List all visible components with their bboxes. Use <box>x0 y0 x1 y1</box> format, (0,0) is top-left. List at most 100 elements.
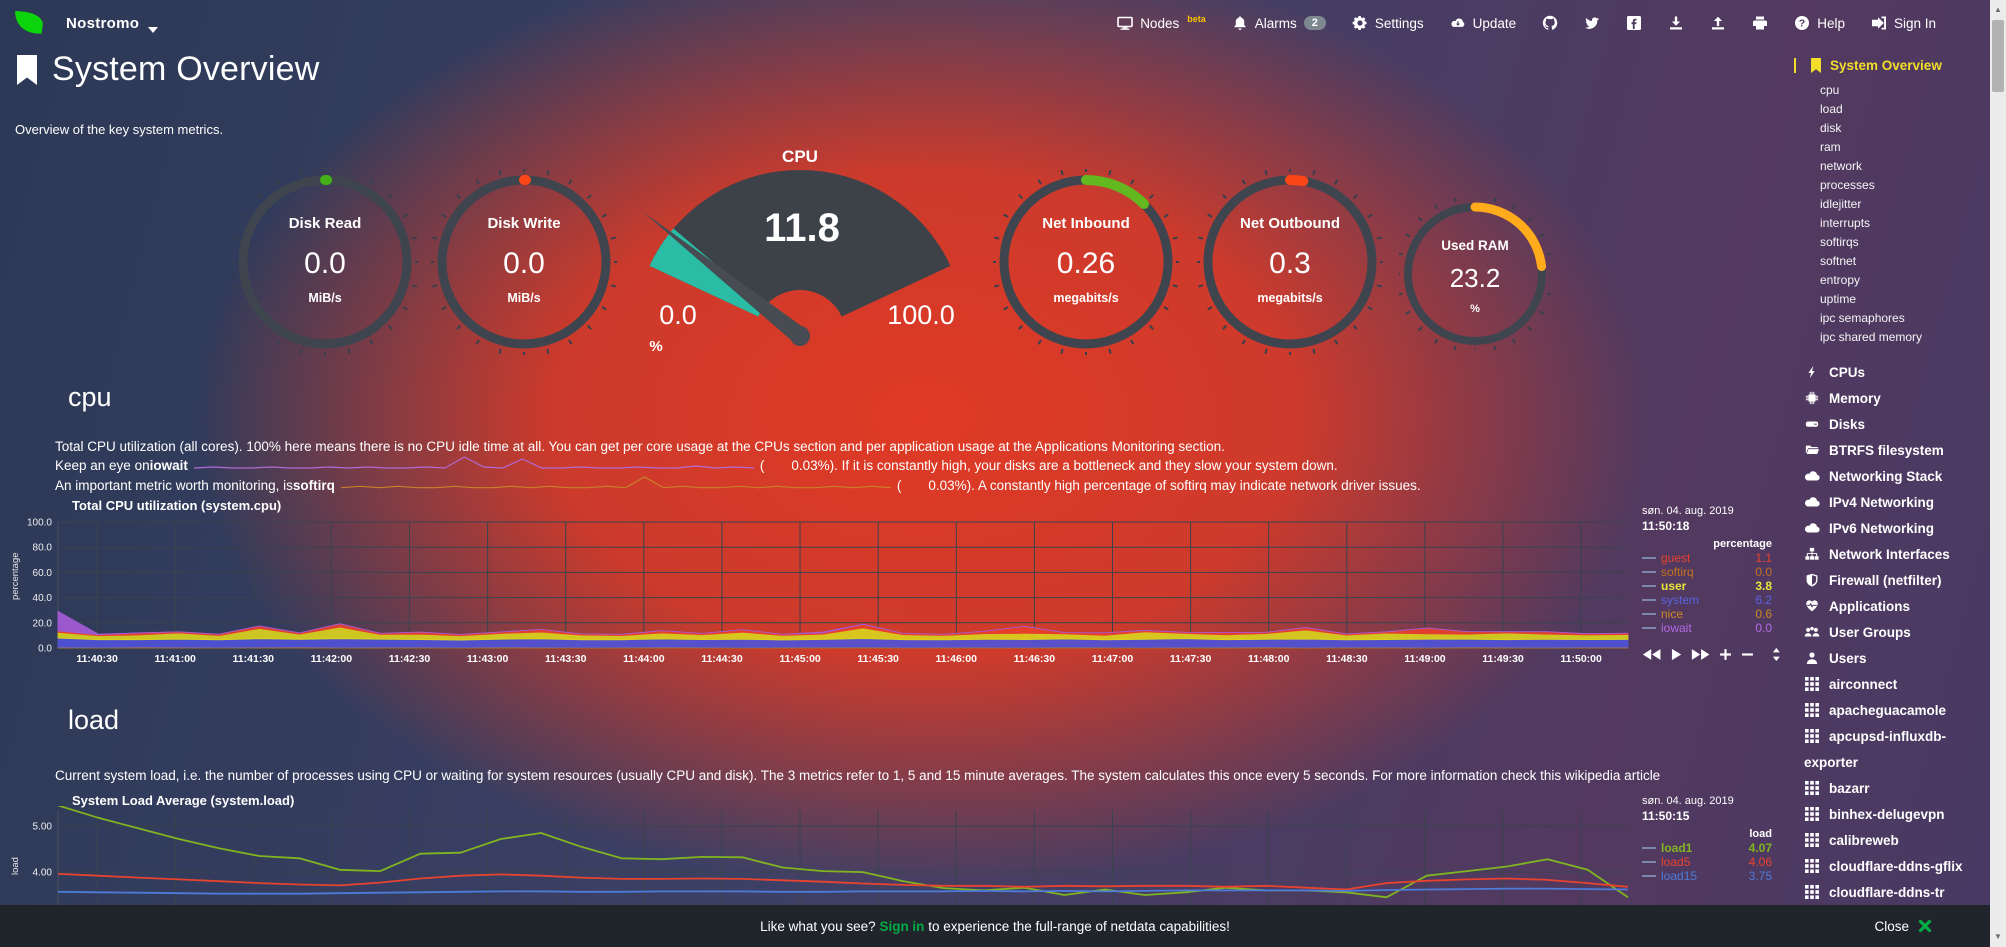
sidebar-item-system-overview[interactable]: System Overview <box>1794 58 1988 73</box>
sidebar-item-calibreweb[interactable]: calibreweb <box>1804 828 1988 854</box>
legend-item-iowait[interactable]: iowait 0.0 <box>1642 622 1772 634</box>
sign-in-button[interactable]: Sign In <box>1871 15 1936 31</box>
sign-in-label: Sign In <box>1893 15 1936 31</box>
load-description: Current system load, i.e. the number of … <box>55 768 1661 783</box>
sidebar-item-ipv6-networking[interactable]: IPv6 Networking <box>1804 516 1988 542</box>
iowait-note-prefix: Keep an eye on <box>55 458 150 473</box>
sidebar-item-cpus[interactable]: CPUs <box>1804 360 1988 386</box>
legend-item-guest[interactable]: guest 1.1 <box>1642 552 1772 564</box>
zoom-out-icon[interactable] <box>1741 648 1754 661</box>
footer-close-button[interactable]: Close <box>1874 919 1932 934</box>
sidebar-item-network-interfaces[interactable]: Network Interfaces <box>1804 542 1988 568</box>
gauge-title: Net Outbound <box>1240 215 1340 232</box>
legend-item-load1[interactable]: load1 4.07 <box>1642 842 1772 854</box>
legend-item-load15[interactable]: load15 3.75 <box>1642 870 1772 882</box>
x-axis-tick: 11:41:30 <box>233 653 275 665</box>
sidebar-item-processes[interactable]: processes <box>1820 178 1875 192</box>
sidebar-item-firewall-netfilter-[interactable]: Firewall (netfilter) <box>1804 568 1988 594</box>
sidebar-item-ram[interactable]: ram <box>1820 140 1841 154</box>
sidebar-item-label: apcupsd-influxdb-exporter <box>1804 729 1946 770</box>
sidebar-item-bazarr[interactable]: bazarr <box>1804 776 1988 802</box>
cpu-chart-legend: søn. 04. aug. 2019 11:50:18 percentage gues… <box>1642 505 1780 661</box>
twitter-button[interactable] <box>1584 15 1600 31</box>
play-icon[interactable] <box>1671 648 1682 661</box>
update-button[interactable]: Update <box>1450 15 1516 31</box>
sidebar-item-memory[interactable]: Memory <box>1804 386 1988 412</box>
cloud-icon <box>1804 521 1820 535</box>
chevron-down-icon[interactable] <box>148 20 159 33</box>
pan-backward-icon[interactable] <box>1642 648 1662 661</box>
gauge-value: 23.2 <box>1450 263 1501 293</box>
sidebar-item-networking-stack[interactable]: Networking Stack <box>1804 464 1988 490</box>
page-scrollbar[interactable]: ▲ ▼ <box>1990 0 2006 947</box>
print-button[interactable] <box>1752 15 1768 31</box>
x-axis-tick: 11:46:30 <box>1014 653 1056 665</box>
series-iowait <box>57 610 1629 636</box>
gauge-disk-read[interactable]: Disk Read 0.0 MiB/s <box>232 169 418 355</box>
legend-item-user[interactable]: user 3.8 <box>1642 580 1772 592</box>
sidebar-item-applications[interactable]: Applications <box>1804 594 1988 620</box>
hostname-dropdown[interactable]: Nostromo <box>66 14 140 32</box>
grid-icon <box>1804 859 1820 873</box>
legend-item-system[interactable]: system 6.2 <box>1642 594 1772 606</box>
export-button[interactable] <box>1710 15 1726 31</box>
sidebar-item-softirqs[interactable]: softirqs <box>1820 235 1859 249</box>
legend-swatch <box>1642 585 1656 587</box>
sidebar-item-users[interactable]: Users <box>1804 646 1988 672</box>
gauge-net-out[interactable]: Net Outbound 0.3 megabits/s <box>1197 169 1383 355</box>
alarms-button[interactable]: Alarms 2 <box>1232 15 1326 31</box>
sidebar-item-ipv4-networking[interactable]: IPv4 Networking <box>1804 490 1988 516</box>
legend-item-nice[interactable]: nice 0.6 <box>1642 608 1772 620</box>
scrollbar-thumb[interactable] <box>1992 20 2004 92</box>
sidebar-item-interrupts[interactable]: interrupts <box>1820 216 1871 230</box>
sidebar-item-airconnect[interactable]: airconnect <box>1804 672 1988 698</box>
sidebar-item-cloudflare-ddns-tr[interactable]: cloudflare-ddns-tr <box>1804 880 1988 906</box>
gauge-net-in[interactable]: Net Inbound 0.26 megabits/s <box>993 169 1179 355</box>
x-axis-tick: 11:47:00 <box>1092 653 1134 665</box>
sidebar-item-ipc-shared-memory[interactable]: ipc shared memory <box>1820 330 1923 344</box>
import-button[interactable] <box>1668 15 1684 31</box>
zoom-in-icon[interactable] <box>1719 648 1732 661</box>
scrollbar-up-arrow[interactable]: ▲ <box>1994 5 2002 14</box>
legend-name: iowait <box>1661 621 1692 635</box>
sidebar-item-uptime[interactable]: uptime <box>1820 292 1857 306</box>
legend-item-softirq[interactable]: softirq 0.0 <box>1642 566 1772 578</box>
sidebar-item-idlejitter[interactable]: idlejitter <box>1820 197 1862 211</box>
sidebar-item-user-groups[interactable]: User Groups <box>1804 620 1988 646</box>
alarms-count-badge: 2 <box>1303 16 1326 30</box>
legend-item-load5[interactable]: load5 4.06 <box>1642 856 1772 868</box>
github-button[interactable] <box>1542 15 1558 31</box>
sidebar-item-binhex-delugevpn[interactable]: binhex-delugevpn <box>1804 802 1988 828</box>
sidebar-item-cloudflare-ddns-gflix[interactable]: cloudflare-ddns-gflix <box>1804 854 1988 880</box>
sidebar-item-apacheguacamole[interactable]: apacheguacamole <box>1804 698 1988 724</box>
sidebar-item-ipc-semaphores[interactable]: ipc semaphores <box>1820 311 1905 325</box>
gauge-used-ram[interactable]: Used RAM 23.2% <box>1399 198 1551 350</box>
legend-name: guest <box>1661 551 1691 565</box>
sidebar-item-disk[interactable]: disk <box>1820 121 1842 135</box>
settings-button[interactable]: Settings <box>1352 15 1424 31</box>
cpu-chart[interactable]: 0.0 20.0 40.0 60.0 80.0 100.0 11:40:30 11:41:00… <box>0 510 1636 672</box>
sidebar-item-btrfs-filesystem[interactable]: BTRFS filesystem <box>1804 438 1988 464</box>
footer-sign-in-link[interactable]: Sign in <box>879 918 925 934</box>
sidebar-item-network[interactable]: network <box>1820 159 1863 173</box>
legend-value: 3.8 <box>1755 579 1772 593</box>
upload-icon <box>1710 15 1726 31</box>
sidebar-item-softnet[interactable]: softnet <box>1820 254 1857 268</box>
nodes-button[interactable]: Nodes beta <box>1117 14 1206 31</box>
help-button[interactable]: ? Help <box>1794 15 1845 31</box>
facebook-button[interactable] <box>1626 15 1642 31</box>
gauge-disk-write[interactable]: Disk Write 0.0 MiB/s <box>431 169 617 355</box>
y-axis-tick: 4.00 <box>33 868 53 879</box>
sidebar-item-load[interactable]: load <box>1820 102 1843 116</box>
resize-handle-icon[interactable] <box>1772 648 1781 661</box>
hdd-icon <box>1804 417 1820 431</box>
sidebar-item-label: cloudflare-ddns-tr <box>1829 885 1945 900</box>
gauge-title: Used RAM <box>1441 238 1509 253</box>
scrollbar-down-arrow[interactable]: ▼ <box>1994 932 2002 941</box>
sidebar-item-entropy[interactable]: entropy <box>1820 273 1861 287</box>
sidebar-item-apcupsd-influxdb-exporter[interactable]: apcupsd-influxdb-exporter <box>1804 724 1988 776</box>
gauge-cpu[interactable]: CPU 11.8 0.0 100.0% <box>640 146 960 361</box>
pan-forward-icon[interactable] <box>1691 648 1711 661</box>
sidebar-item-cpu[interactable]: cpu <box>1820 83 1840 97</box>
sidebar-item-disks[interactable]: Disks <box>1804 412 1988 438</box>
